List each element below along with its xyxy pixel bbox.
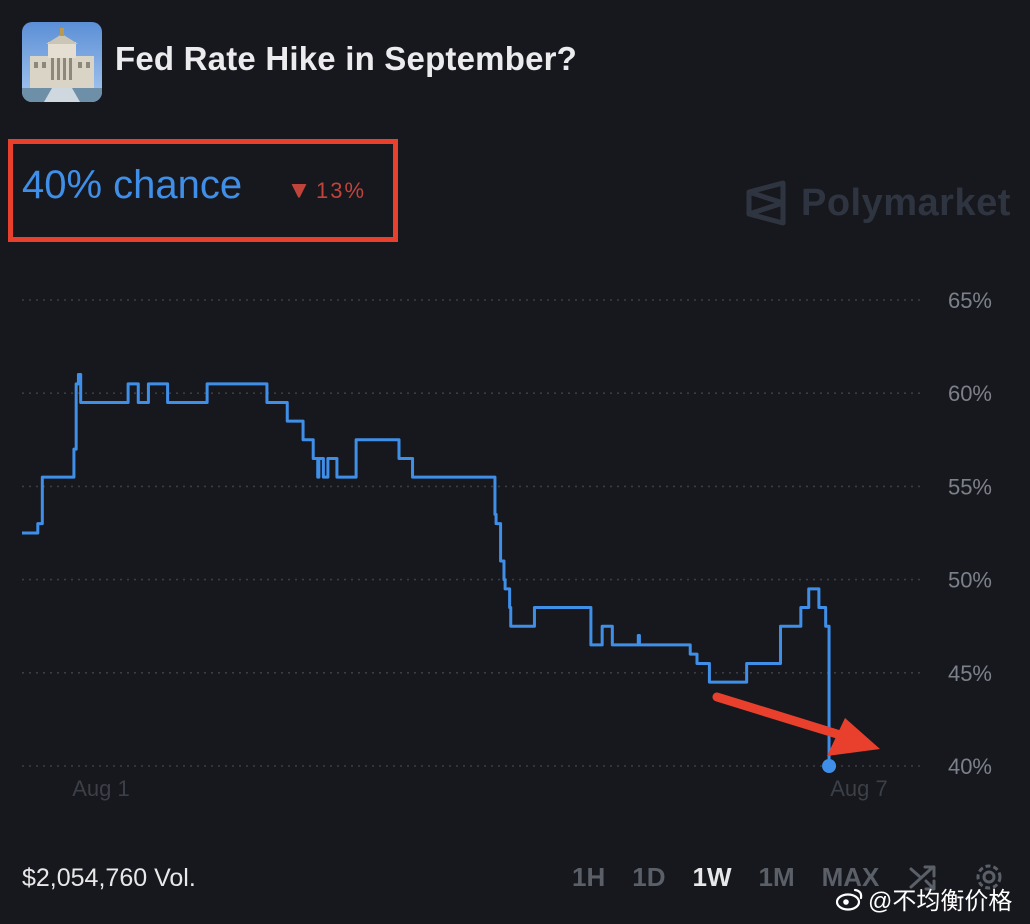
market-title: Fed Rate Hike in September?	[115, 40, 578, 77]
time-range-selector: 1H 1D 1W 1M MAX	[572, 862, 906, 893]
shuffle-icon[interactable]	[908, 862, 940, 894]
y-axis-ticks: 65% 60% 55% 50% 45% 40%	[948, 288, 992, 779]
weibo-watermark: @不均衡价格	[836, 881, 1012, 916]
market-thumbnail-image	[22, 22, 102, 102]
polymarket-brand: Polymarket	[745, 180, 1011, 226]
range-1m-button[interactable]: 1M	[758, 862, 795, 892]
range-1d-button[interactable]: 1D	[632, 862, 666, 892]
x-axis-ticks: Aug 1 Aug 7	[72, 776, 888, 801]
settings-gear-icon[interactable]	[972, 860, 1006, 894]
change-value: 13%	[316, 178, 367, 203]
range-max-button[interactable]: MAX	[821, 862, 880, 892]
y-tick-label: 45%	[948, 661, 992, 686]
highlight-annotation-box	[8, 139, 398, 242]
y-tick-label: 40%	[948, 754, 992, 779]
volume-text: $2,054,760 Vol.	[22, 864, 196, 892]
triangle-down-icon	[291, 184, 307, 198]
range-1w-button[interactable]: 1W	[692, 862, 732, 892]
range-1h-button[interactable]: 1H	[572, 862, 606, 892]
y-tick-label: 60%	[948, 381, 992, 406]
weibo-logo-icon	[836, 888, 863, 911]
x-tick-label: Aug 1	[72, 776, 130, 801]
brand-name: Polymarket	[801, 181, 1011, 224]
watermark-text: @不均衡价格	[868, 888, 1013, 915]
y-tick-label: 65%	[948, 288, 992, 313]
series-line	[22, 373, 831, 766]
y-tick-label: 55%	[948, 474, 992, 499]
chance-value: 40% chance	[22, 163, 243, 207]
x-tick-label: Aug 7	[830, 776, 888, 801]
series-end-point	[822, 759, 837, 773]
y-tick-label: 50%	[948, 568, 992, 593]
change-indicator: 13%	[290, 178, 366, 204]
chart-grid	[22, 299, 925, 767]
annotation-arrow	[712, 692, 880, 756]
polymarket-logo-icon	[746, 180, 786, 226]
